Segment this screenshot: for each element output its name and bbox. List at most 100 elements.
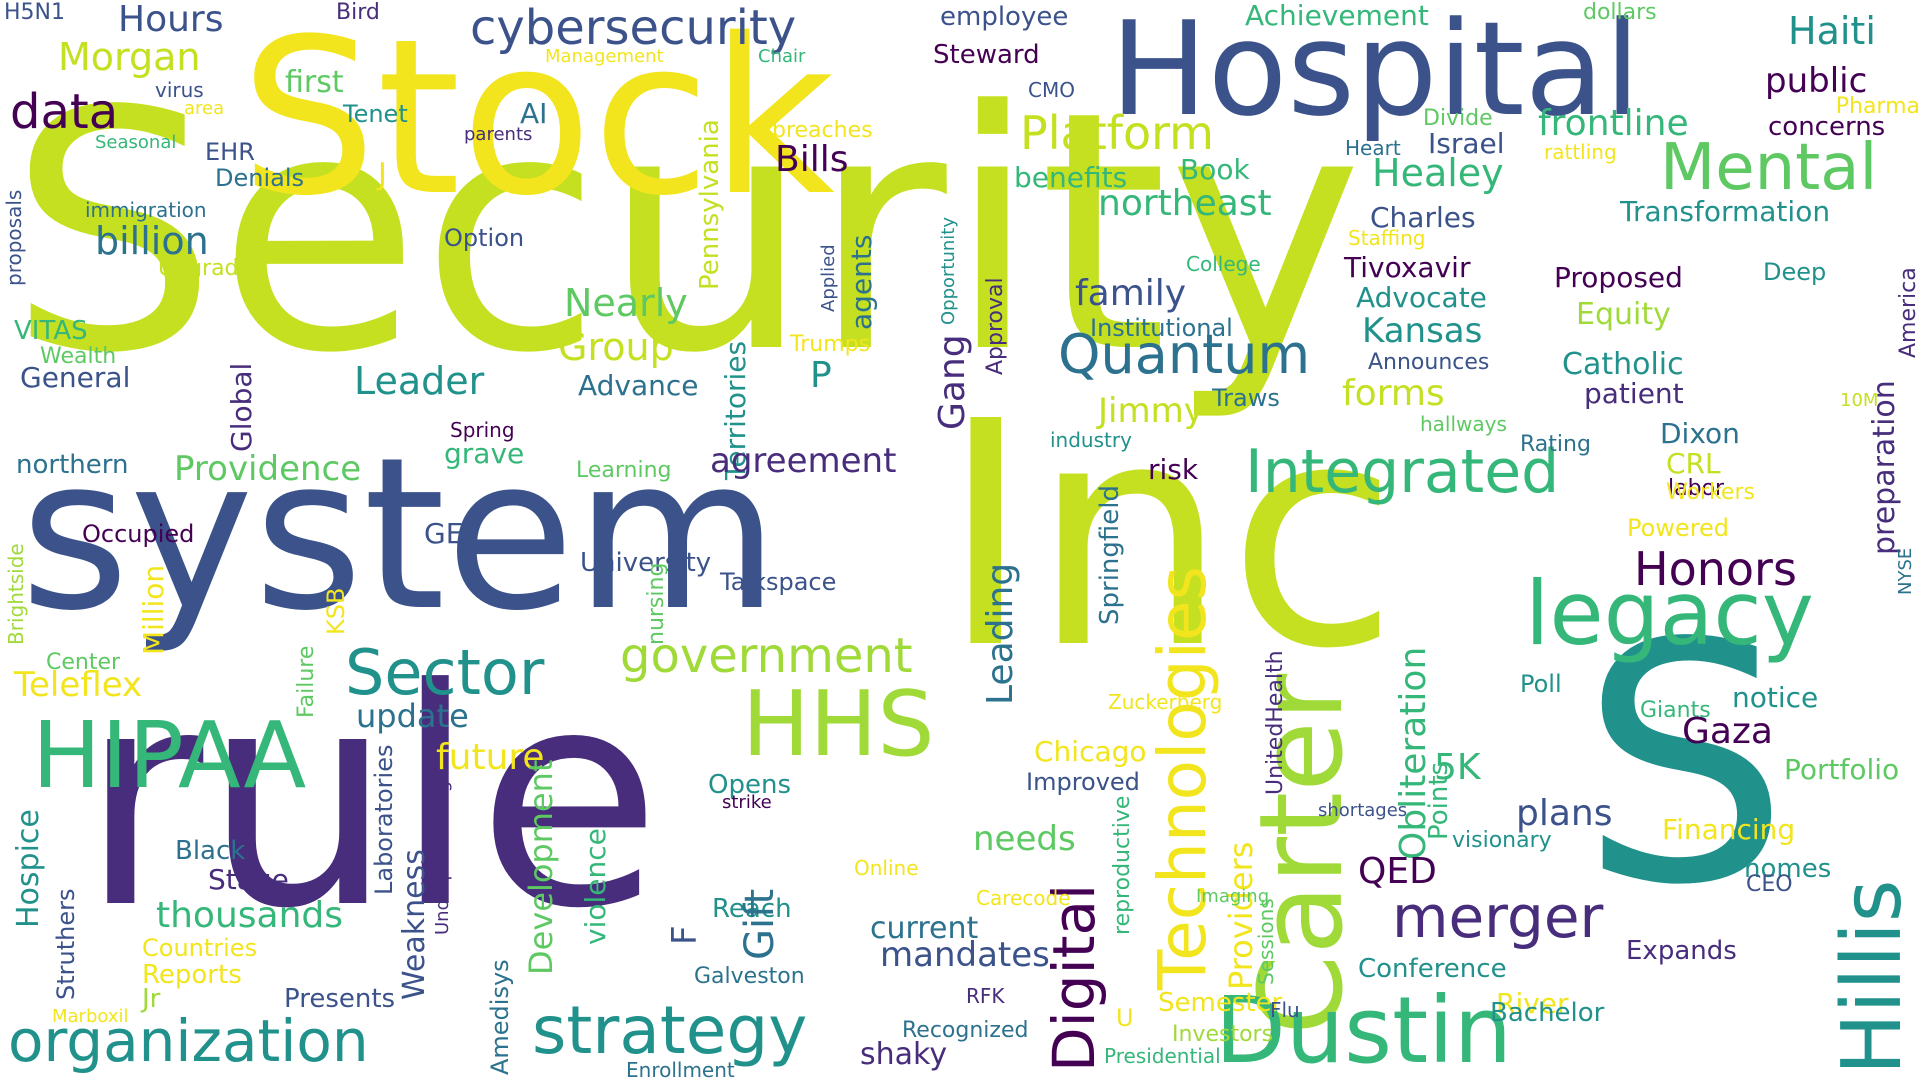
word: strategy bbox=[532, 992, 808, 1069]
word: Flu bbox=[1270, 998, 1300, 1022]
word: Dixon bbox=[1660, 417, 1740, 450]
word: Proposed bbox=[1554, 261, 1683, 294]
word: thousands bbox=[156, 895, 344, 936]
word: America bbox=[1896, 267, 1920, 358]
word: Mental bbox=[1660, 131, 1878, 205]
word: forms bbox=[1342, 373, 1445, 414]
word: Announces bbox=[1368, 350, 1490, 375]
word: Jr bbox=[142, 984, 161, 1014]
word: Leader bbox=[354, 359, 485, 403]
word: Teleflex bbox=[14, 665, 143, 705]
word: plans bbox=[1516, 793, 1613, 834]
word: strike bbox=[722, 792, 772, 813]
word: frontline bbox=[1538, 103, 1689, 144]
word: Israel bbox=[1428, 127, 1505, 160]
word: update bbox=[356, 697, 469, 735]
word: QED bbox=[1358, 851, 1437, 892]
word: first bbox=[285, 65, 344, 100]
word: Integrated bbox=[1245, 437, 1560, 507]
word: Healey bbox=[1372, 151, 1504, 195]
word: H5N1 bbox=[4, 0, 65, 25]
word: GE bbox=[424, 517, 464, 550]
word: needs bbox=[973, 819, 1076, 859]
word: preparation bbox=[1867, 380, 1902, 555]
word: Catholic bbox=[1562, 347, 1684, 382]
word: Security bbox=[8, 41, 1364, 425]
word: cybersecurity bbox=[470, 0, 797, 56]
word: J bbox=[378, 157, 387, 192]
word: Hours bbox=[118, 0, 224, 40]
word: Staffing bbox=[1348, 226, 1426, 250]
word: Countries bbox=[142, 934, 258, 962]
word: Marboxil bbox=[52, 1006, 129, 1027]
word: Springfield bbox=[1095, 484, 1125, 625]
word: homes bbox=[1744, 854, 1832, 884]
word: Transformation bbox=[1620, 195, 1831, 228]
word: Hillis bbox=[1825, 879, 1920, 1075]
word: concerns bbox=[1768, 112, 1886, 142]
word: Honors bbox=[1634, 542, 1797, 596]
word: Portfolio bbox=[1784, 753, 1900, 786]
word: Learning bbox=[576, 458, 672, 483]
word: Seasonal bbox=[95, 132, 177, 153]
word: F bbox=[665, 925, 705, 945]
word: Workers bbox=[1666, 480, 1755, 505]
word: Platform bbox=[1020, 106, 1214, 160]
word: legacy bbox=[1525, 562, 1814, 665]
word: Presidential bbox=[1104, 1044, 1221, 1068]
word: Spring bbox=[450, 418, 515, 442]
word: Jimmy bbox=[1098, 391, 1204, 431]
word: Bird bbox=[336, 0, 380, 25]
word: Deep bbox=[1763, 258, 1827, 286]
word: Improved bbox=[1026, 768, 1140, 796]
word: Nearly bbox=[564, 281, 688, 325]
word: Brightside bbox=[4, 543, 28, 645]
word: Tivoxavir bbox=[1344, 251, 1471, 284]
word: Management bbox=[545, 46, 664, 67]
word: Pharma bbox=[1835, 94, 1920, 119]
word: family bbox=[1075, 273, 1187, 314]
word: patient bbox=[1584, 377, 1684, 410]
word: future bbox=[436, 737, 545, 778]
word: Charles bbox=[1370, 201, 1476, 234]
word: EHR bbox=[205, 138, 255, 166]
word: Leading bbox=[980, 562, 1021, 705]
word: Steward bbox=[933, 40, 1040, 70]
word: Galveston bbox=[694, 964, 805, 989]
word: AI bbox=[520, 97, 548, 130]
word: immigration bbox=[85, 198, 207, 222]
word: Center bbox=[46, 650, 121, 675]
word: Failure bbox=[294, 645, 319, 718]
word: Bachelor bbox=[1490, 998, 1605, 1028]
word: Gang bbox=[932, 334, 973, 430]
word: billion bbox=[95, 219, 209, 263]
word: Applied bbox=[818, 244, 839, 312]
word: Gaza bbox=[1682, 711, 1773, 752]
word: Group bbox=[558, 325, 674, 369]
word: current bbox=[870, 911, 979, 946]
word: government bbox=[620, 628, 913, 684]
word: Poll bbox=[1520, 670, 1562, 698]
word: Underperforming bbox=[432, 780, 453, 935]
word: General bbox=[20, 361, 131, 394]
word: Option bbox=[444, 224, 525, 252]
word: industry bbox=[1050, 428, 1132, 452]
word: nursing bbox=[644, 562, 669, 645]
word: proposals bbox=[2, 189, 26, 286]
word: risk bbox=[1148, 453, 1199, 486]
word: Tenet bbox=[343, 100, 408, 128]
word: grave bbox=[444, 437, 525, 470]
word: reproductive bbox=[1110, 795, 1135, 935]
word: Opens bbox=[708, 770, 791, 800]
word: Digital bbox=[1040, 883, 1108, 1072]
word: employee bbox=[940, 2, 1069, 32]
word: Conference bbox=[1358, 954, 1507, 984]
word: dollars bbox=[1583, 0, 1657, 25]
word: Giants bbox=[1640, 698, 1711, 723]
word: Laboratories bbox=[370, 744, 398, 895]
word: Opportunity bbox=[938, 216, 959, 325]
word: Hospice bbox=[11, 809, 46, 928]
word: Zuckerberg bbox=[1108, 690, 1223, 714]
word: P bbox=[810, 355, 832, 396]
word: River bbox=[1496, 987, 1569, 1020]
